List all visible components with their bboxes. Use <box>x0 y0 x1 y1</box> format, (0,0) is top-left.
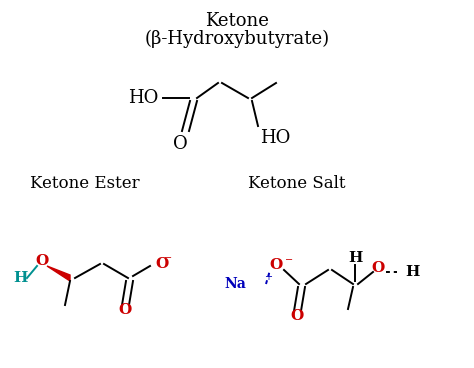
Text: (β-Hydroxybutyrate): (β-Hydroxybutyrate) <box>145 30 329 48</box>
Text: O: O <box>371 261 384 275</box>
Text: O: O <box>118 303 132 317</box>
Text: HO: HO <box>128 89 158 107</box>
Text: Ketone: Ketone <box>205 12 269 30</box>
Text: O: O <box>36 254 49 268</box>
Text: Ketone Ester: Ketone Ester <box>30 175 140 192</box>
Text: O: O <box>155 257 168 271</box>
Text: H: H <box>348 251 362 265</box>
Text: H: H <box>405 265 419 279</box>
Text: Ketone Salt: Ketone Salt <box>248 175 346 192</box>
Text: −: − <box>285 255 293 265</box>
Text: Na: Na <box>224 277 246 291</box>
Text: O: O <box>269 258 283 272</box>
Text: −: − <box>164 255 172 263</box>
Polygon shape <box>47 266 70 281</box>
Text: O: O <box>291 309 304 323</box>
Text: +: + <box>264 272 272 282</box>
Text: O: O <box>173 135 187 153</box>
Text: H: H <box>13 271 27 285</box>
Text: HO: HO <box>260 129 291 147</box>
